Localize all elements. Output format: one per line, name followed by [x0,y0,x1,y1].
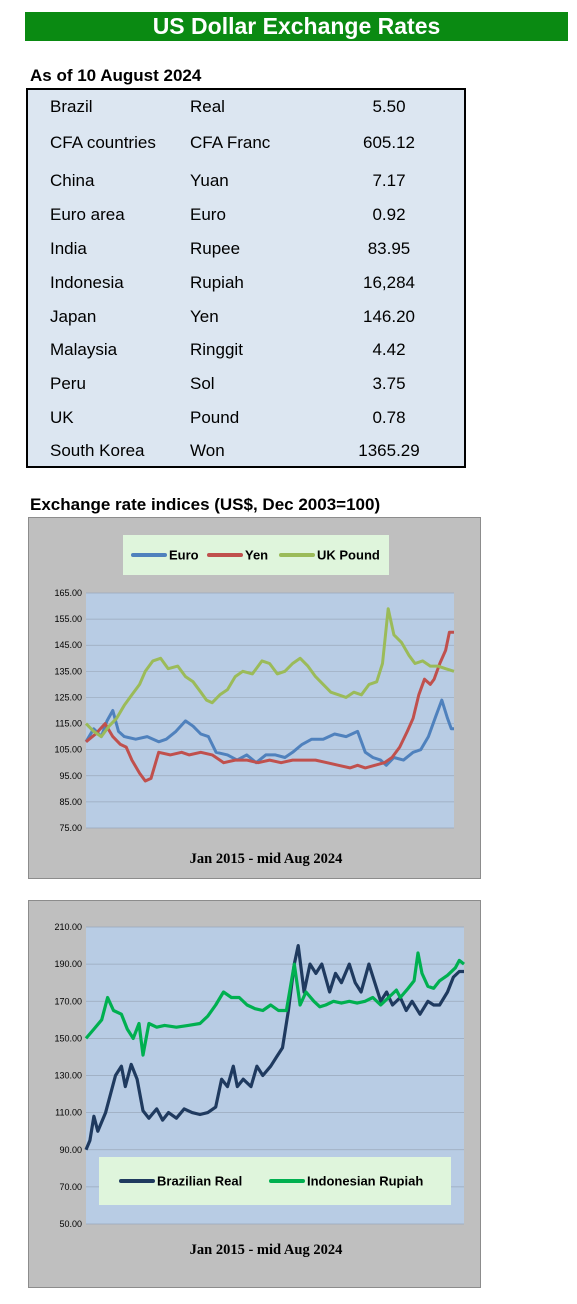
y-tick-label: 135.00 [54,666,82,676]
legend-label: Indonesian Rupiah [307,1174,423,1189]
country-cell: South Korea [50,441,145,460]
series-line-indonesian-rupiah [84,951,465,1057]
currency-cell: Yen [190,307,219,326]
country-cell: Brazil [50,97,93,116]
country-cell: India [50,239,87,258]
y-tick-label: 105.00 [54,745,82,755]
rates-as-of-heading: As of 10 August 2024 [30,66,202,85]
currency-cell: Yuan [190,171,229,190]
currency-cell: Won [190,441,225,460]
series-line-euro [84,698,454,767]
rate-value-cell: 1365.29 [358,441,420,460]
table-row: Malaysia Ringgit 4.42 [28,335,464,365]
y-tick-label: 125.00 [54,692,82,702]
legend-label: Yen [245,548,268,563]
y-tick-label: 75.00 [59,823,82,833]
table-row: Indonesia Rupiah 16,284 [28,268,464,298]
country-cell: Malaysia [50,340,118,359]
table-row: Peru Sol 3.75 [28,369,464,399]
currency-cell: Rupiah [190,273,244,292]
table-row: Japan Yen 146.20 [28,302,464,332]
exchange-rate-table: Brazil Real 5.50 CFA countries CFA Franc 605.… [26,88,466,468]
rate-value-cell: 4.42 [372,340,406,359]
x-axis-caption: Jan 2015 - mid Aug 2024 [190,851,343,867]
indices-heading: Exchange rate indices (US$, Dec 2003=100… [30,495,381,514]
legend-label: Brazilian Real [157,1174,242,1189]
page-title-banner: US Dollar Exchange Rates [25,12,568,41]
y-tick-label: 210.00 [54,922,82,932]
rate-value-cell: 605.12 [363,133,415,152]
table-row: China Yuan 7.17 [28,166,464,196]
series-line-yen [85,630,454,783]
rate-value-cell: 5.50 [372,97,406,116]
y-tick-label: 190.00 [54,959,82,969]
y-tick-label: 165.00 [54,588,82,598]
chart-real-rupiah-svg: 210.00 190.00 170.00 150.00 130.00 110.00 90.0… [54,922,465,1258]
rate-value-cell: 0.92 [372,205,406,224]
y-tick-label: 110.00 [55,1108,82,1118]
country-cell: CFA countries [50,133,156,152]
legend-box [123,535,389,575]
y-tick-label: 170.00 [54,996,82,1006]
table-row: UK Pound 0.78 [28,403,464,433]
country-cell: Euro area [50,205,125,224]
plot-area [86,593,454,828]
currency-cell: Real [190,97,225,116]
y-tick-label: 90.00 [59,1145,82,1155]
rate-value-cell: 146.20 [363,307,415,326]
rate-value-cell: 3.75 [372,374,406,393]
y-tick-label: 70.00 [59,1182,82,1192]
y-tick-label: 155.00 [54,614,82,624]
y-tick-label: 145.00 [54,640,82,650]
chart-euro-yen-pound-svg: 165.00 155.00 145.00 135.00 125.00 115.00 105.… [54,535,455,867]
table-row: India Rupee 83.95 [28,234,464,264]
table-row: CFA countries CFA Franc 605.12 [28,128,464,158]
legend-label: Euro [169,548,199,563]
country-cell: UK [50,408,74,427]
y-tick-label: 130.00 [54,1071,82,1081]
x-axis-caption: Jan 2015 - mid Aug 2024 [190,1242,343,1258]
rate-value-cell: 16,284 [363,273,415,292]
currency-cell: Sol [190,374,215,393]
y-tick-label: 95.00 [59,771,82,781]
rate-value-cell: 7.17 [372,171,406,190]
table-row: South Korea Won 1365.29 [28,436,464,466]
chart-euro-yen-pound: 165.00 155.00 145.00 135.00 125.00 115.00 105.… [28,517,481,879]
series-line-uk-pound [84,607,455,739]
rate-value-cell: 0.78 [372,408,406,427]
country-cell: Peru [50,374,86,393]
y-tick-label: 150.00 [54,1033,82,1043]
rate-value-cell: 83.95 [367,239,411,258]
currency-cell: CFA Franc [190,133,271,152]
currency-cell: Euro [190,205,226,224]
country-cell: Japan [50,307,97,326]
currency-cell: Pound [190,408,240,427]
y-tick-label: 50.00 [59,1219,82,1229]
country-cell: China [50,171,95,190]
table-row: Euro area Euro 0.92 [28,200,464,230]
y-tick-label: 115.00 [55,719,82,729]
legend-label: UK Pound [317,548,380,563]
currency-cell: Rupee [190,239,241,258]
country-cell: Indonesia [50,273,124,292]
table-row: Brazil Real 5.50 [28,92,464,122]
chart-real-rupiah: 210.00 190.00 170.00 150.00 130.00 110.00 90.0… [28,900,481,1288]
y-tick-label: 85.00 [59,797,82,807]
page-title: US Dollar Exchange Rates [152,13,441,39]
currency-cell: Ringgit [190,340,243,359]
